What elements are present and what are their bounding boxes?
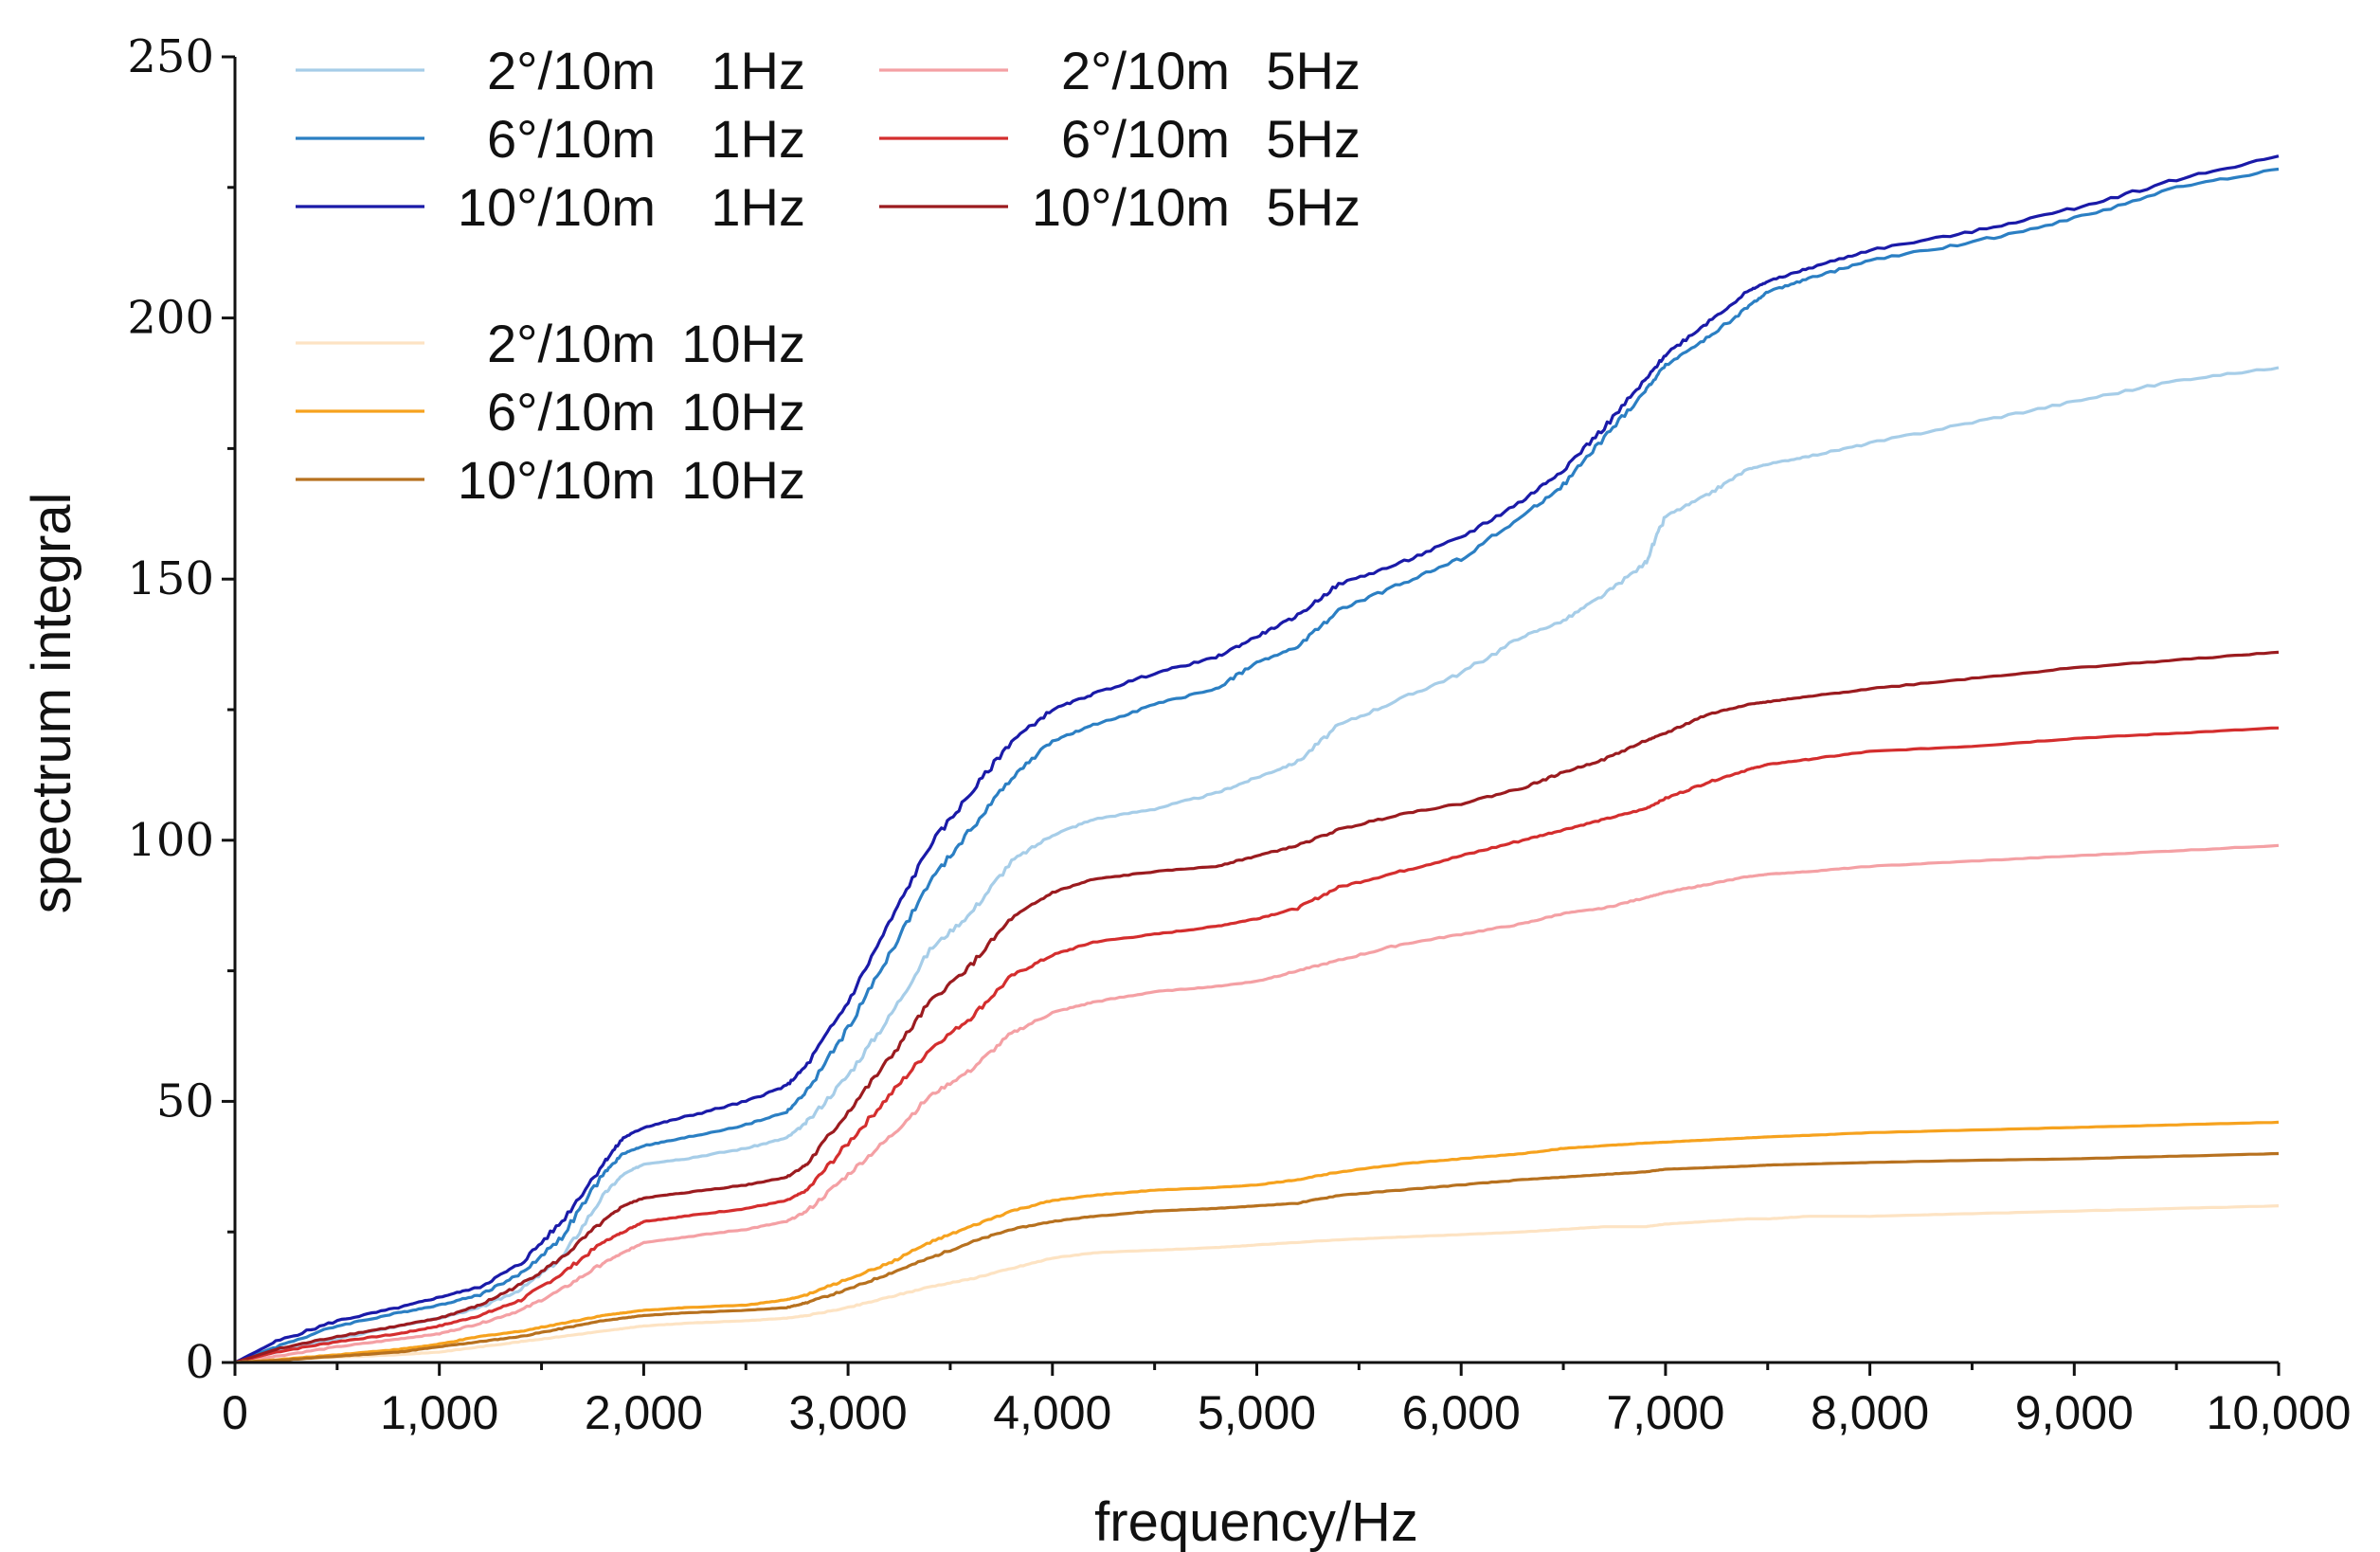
legend-angle-label: 10°/10m: [458, 177, 656, 237]
x-tick-label: 2,000: [585, 1386, 703, 1439]
series-line-9: [234, 1151, 2280, 1364]
y-tick-label: 0: [185, 1336, 214, 1389]
x-tick-label: 4,000: [993, 1386, 1111, 1439]
legend-frequency-label: 5Hz: [1266, 177, 1361, 237]
legend: 2°/10m 1Hz 6°/10m 1Hz 10°/10m 1Hz 2°/10m 5Hz 6°/…: [296, 41, 1361, 510]
series-line-7: [234, 1204, 2280, 1364]
legend-angle-label: 2°/10m: [487, 41, 656, 100]
x-tick-label: 5,000: [1198, 1386, 1316, 1439]
x-tick-label: 8,000: [1811, 1386, 1929, 1439]
x-tick-label: 3,000: [789, 1386, 908, 1439]
y-tick-label: 250: [127, 30, 214, 83]
y-ticks: 0 50 100 150 200 250: [127, 30, 235, 1389]
series-line-6: [234, 650, 2280, 1364]
series-line-3: [234, 154, 2280, 1364]
legend-frequency-label: 5Hz: [1266, 41, 1361, 100]
x-tick-label: 7,000: [1606, 1386, 1724, 1439]
plot-lines: [234, 154, 2280, 1364]
y-tick-label: 150: [127, 552, 214, 605]
y-tick-label: 200: [127, 292, 214, 345]
x-ticks: 0 1,000 2,000 3,000 4,000 5,000 6,000 7,000 8,00…: [222, 1363, 2351, 1439]
legend-angle-label: 6°/10m: [487, 382, 656, 442]
x-tick-label: 9,000: [2015, 1386, 2134, 1439]
legend-frequency-label: 10Hz: [681, 314, 805, 373]
series-line-5: [234, 726, 2280, 1364]
y-axis-title: spectrum integral: [21, 493, 82, 914]
x-tick-label: 0: [222, 1386, 248, 1439]
legend-frequency-label: 5Hz: [1266, 109, 1361, 169]
legend-angle-label: 10°/10m: [458, 450, 656, 510]
legend-angle-label: 10°/10m: [1032, 177, 1230, 237]
series-line-2: [234, 167, 2280, 1364]
legend-frequency-label: 1Hz: [711, 177, 805, 237]
series-line-8: [234, 1120, 2280, 1364]
series-line-4: [234, 843, 2280, 1364]
legend-frequency-label: 10Hz: [681, 450, 805, 510]
x-tick-label: 6,000: [1402, 1386, 1521, 1439]
y-tick-label: 100: [127, 814, 214, 867]
legend-angle-label: 2°/10m: [487, 314, 656, 373]
x-axis-title: frequency/Hz: [1094, 1491, 1418, 1552]
axes: [233, 57, 2279, 1364]
legend-angle-label: 6°/10m: [1061, 109, 1230, 169]
legend-frequency-label: 10Hz: [681, 382, 805, 442]
x-tick-label: 1,000: [380, 1386, 498, 1439]
legend-angle-label: 6°/10m: [487, 109, 656, 169]
legend-frequency-label: 1Hz: [711, 109, 805, 169]
x-tick-label: 10,000: [2207, 1386, 2352, 1439]
legend-frequency-label: 1Hz: [711, 41, 805, 100]
legend-angle-label: 2°/10m: [1061, 41, 1230, 100]
y-tick-label: 50: [156, 1074, 214, 1128]
